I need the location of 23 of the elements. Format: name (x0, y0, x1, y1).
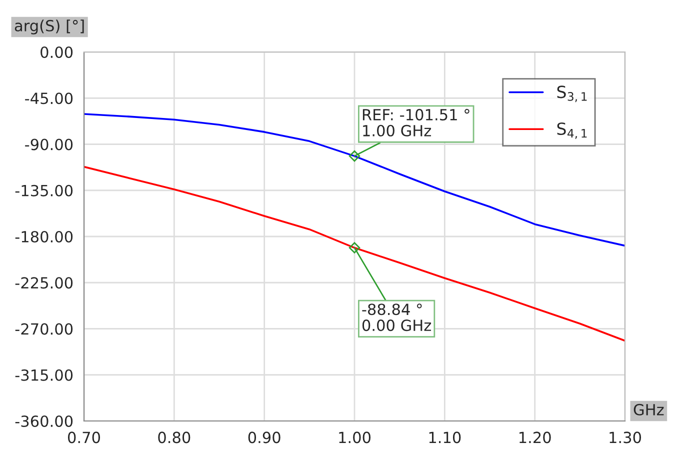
y-tick-label: -135.00 (15, 184, 73, 196)
y-axis-title: arg(S) [°] (14, 20, 84, 34)
x-tick-label: 0.80 (158, 432, 190, 444)
x-tick-label: 0.90 (248, 432, 280, 444)
y-tick-label: -270.00 (15, 323, 73, 335)
y-tick-label: -45.00 (25, 92, 73, 104)
y-tick-label: -225.00 (15, 277, 73, 289)
x-tick-label: 1.30 (610, 432, 641, 444)
y-tick-label: 0.00 (40, 46, 73, 58)
annotation: -88.84 ° 0.00 GHz (362, 304, 432, 332)
legend-label: S$_{3,1}$ (557, 86, 587, 102)
legend-label: S$_{4,1}$ (557, 122, 587, 139)
line-series (84, 166, 625, 342)
x-axis-title: GHz (634, 404, 664, 416)
y-tick-label: -90.00 (25, 138, 73, 150)
x-tick-label: 1.20 (520, 432, 551, 444)
y-tick-label: -315.00 (15, 369, 73, 381)
y-tick-label: -180.00 (15, 230, 73, 243)
x-tick-label: 1.00 (339, 432, 370, 444)
x-tick-label: 0.70 (68, 432, 100, 444)
y-tick-label: -360.00 (15, 415, 73, 428)
annotation: REF: -101.51 ° 1.00 GHz (362, 108, 470, 136)
x-tick-label: 1.10 (429, 432, 461, 444)
